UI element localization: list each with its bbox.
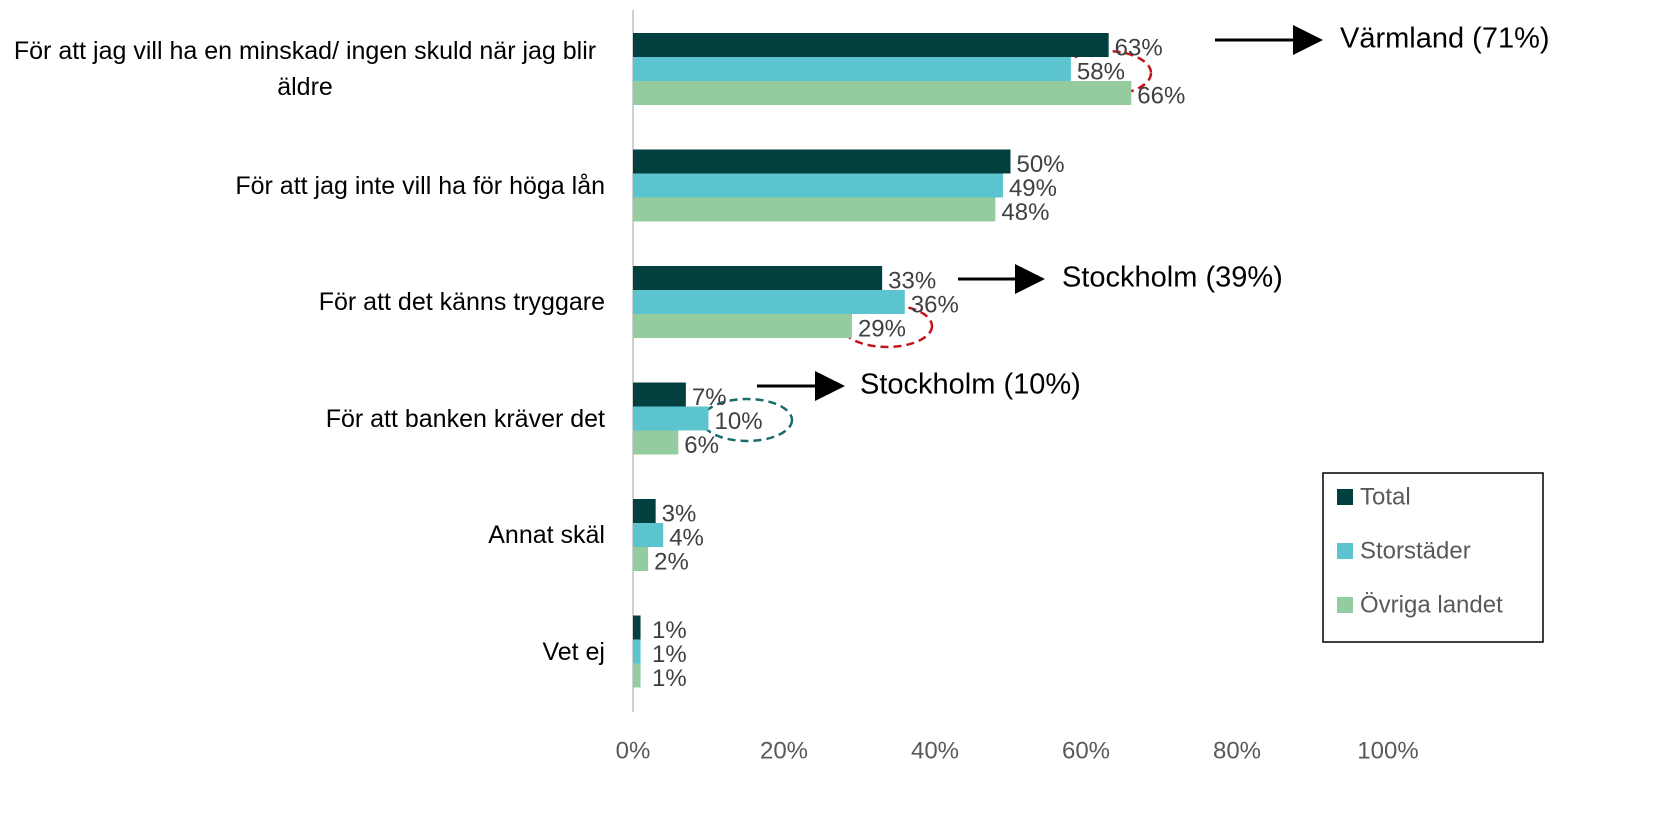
bar — [633, 173, 1003, 198]
value-label: 29% — [858, 315, 906, 342]
value-label: 66% — [1137, 82, 1185, 109]
value-label: 33% — [888, 267, 936, 294]
legend-swatch — [1337, 543, 1353, 559]
category-label: För att banken kräver det — [325, 404, 605, 433]
bar — [633, 149, 1011, 174]
value-label: 36% — [911, 291, 959, 318]
bar — [633, 615, 641, 640]
value-label: 6% — [684, 432, 719, 459]
value-label: 1% — [652, 617, 687, 644]
x-tick-label: 60% — [1062, 737, 1110, 764]
bar — [633, 406, 709, 431]
bar — [633, 382, 686, 407]
category-label: Annat skäl — [488, 521, 605, 549]
legend-box — [1322, 472, 1544, 643]
category-label: För att det känns tryggare — [318, 288, 605, 316]
bar — [633, 663, 641, 688]
x-tick-label: 100% — [1357, 737, 1418, 764]
bar — [633, 290, 905, 314]
x-tick-label: 0% — [616, 737, 651, 764]
value-label: 4% — [669, 524, 704, 551]
legend-swatch — [1337, 597, 1353, 613]
bar — [633, 639, 641, 664]
annotation: Värmland (71%) — [1340, 23, 1550, 55]
legend-label: Total — [1360, 483, 1411, 510]
value-label: 49% — [1009, 175, 1057, 202]
legend-label: Övriga landet — [1360, 591, 1503, 618]
bar — [633, 547, 649, 571]
value-label: 48% — [1001, 199, 1049, 226]
bar — [633, 266, 883, 290]
bar — [633, 499, 656, 523]
legend-swatch — [1337, 489, 1353, 505]
value-label: 2% — [654, 548, 689, 575]
value-label: 58% — [1077, 58, 1125, 85]
x-tick-label: 20% — [760, 737, 808, 764]
category-label: För att jag inte vill ha för höga lån — [235, 171, 605, 200]
category-label: Vet ej — [542, 637, 605, 666]
bar — [633, 197, 996, 222]
value-label: 1% — [652, 665, 687, 692]
annotation: Stockholm (10%) — [860, 369, 1081, 401]
value-label: 63% — [1115, 34, 1163, 61]
value-label: 10% — [715, 408, 763, 435]
value-label: 7% — [692, 384, 727, 411]
legend-label: Storstäder — [1360, 537, 1471, 564]
bar — [633, 430, 679, 455]
x-tick-label: 80% — [1213, 737, 1261, 764]
category-label: För att jag vill ha en minskad/ ingen sk… — [13, 37, 597, 101]
bar — [633, 33, 1109, 57]
annotation: Stockholm (39%) — [1062, 262, 1283, 294]
bar — [633, 81, 1132, 105]
bar — [633, 57, 1071, 81]
value-label: 50% — [1017, 151, 1065, 178]
x-tick-label: 40% — [911, 737, 959, 764]
value-label: 3% — [662, 500, 697, 527]
value-label: 1% — [652, 641, 687, 668]
bar — [633, 314, 852, 338]
bar — [633, 523, 664, 547]
